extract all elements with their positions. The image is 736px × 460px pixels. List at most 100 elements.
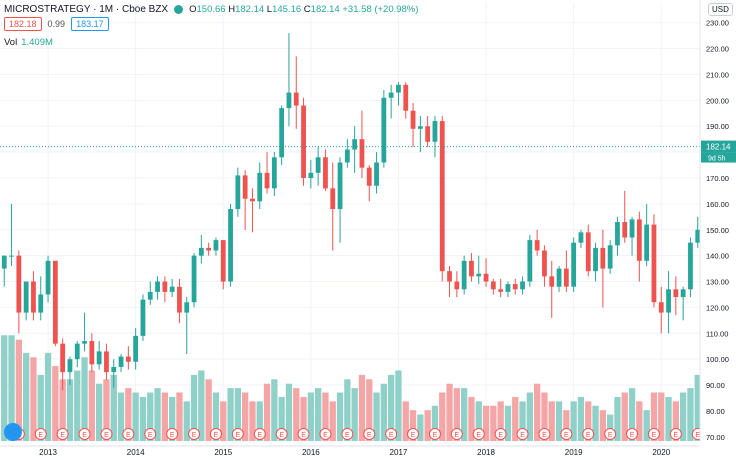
- candle-body: [337, 162, 343, 210]
- time-tick-label: 2019: [565, 448, 583, 457]
- volume-bar: [592, 405, 599, 441]
- earnings-marker-icon[interactable]: [56, 428, 69, 440]
- candle-body: [381, 97, 387, 163]
- earnings-marker-label: E: [695, 432, 700, 439]
- earnings-marker-icon[interactable]: [516, 428, 529, 440]
- candle-body: [330, 188, 336, 210]
- bid-price-button[interactable]: 182.18: [4, 17, 42, 31]
- volume-bar: [344, 379, 351, 441]
- candle-body: [279, 108, 285, 158]
- candle-body: [191, 255, 197, 303]
- volume-bar: [125, 388, 132, 441]
- candle-body: [432, 121, 438, 142]
- earnings-markers[interactable]: EEEEEEEEEEEEEEEEEEEEEEEEEEEEEEEEE: [12, 428, 726, 440]
- earnings-marker-icon[interactable]: [604, 428, 617, 440]
- candle-body: [359, 139, 365, 168]
- tradingview-logo-icon[interactable]: [4, 423, 22, 441]
- earnings-marker-icon[interactable]: [231, 428, 244, 440]
- volume-bar: [271, 379, 278, 441]
- candle-body: [556, 268, 562, 287]
- earnings-marker-icon[interactable]: [494, 428, 507, 440]
- candle-body: [505, 284, 511, 292]
- earnings-marker-icon[interactable]: [341, 428, 354, 440]
- low-value: 145.16: [272, 4, 302, 15]
- high-label: H: [228, 4, 236, 15]
- earnings-marker-icon[interactable]: [472, 428, 485, 440]
- price-tick-label: 160.00: [706, 200, 729, 209]
- earnings-marker-icon[interactable]: [122, 428, 135, 440]
- candle-body: [118, 356, 124, 367]
- volume-bar: [431, 405, 439, 441]
- earnings-marker-icon[interactable]: [100, 428, 113, 440]
- earnings-marker-icon[interactable]: [34, 428, 47, 440]
- earnings-marker-icon[interactable]: [385, 428, 398, 440]
- volume-bar: [154, 388, 161, 441]
- candle-body: [396, 84, 401, 93]
- ask-price-button[interactable]: 183.17: [71, 17, 109, 31]
- volume-bar: [555, 401, 563, 441]
- volume-bar: [687, 388, 694, 441]
- candle-body: [461, 260, 467, 290]
- volume-bar: [490, 405, 497, 441]
- volume-bar: [74, 370, 81, 441]
- earnings-marker-icon[interactable]: [275, 428, 288, 440]
- earnings-marker-label: E: [389, 432, 394, 439]
- earnings-marker-icon[interactable]: [560, 428, 573, 440]
- candle-body: [235, 175, 241, 210]
- volume-bar: [548, 401, 555, 441]
- earnings-marker-icon[interactable]: [407, 428, 420, 440]
- time-tick-label: 2013: [39, 448, 57, 457]
- earnings-marker-icon[interactable]: [166, 428, 179, 440]
- earnings-marker-icon[interactable]: [144, 428, 157, 440]
- candle-body: [469, 260, 474, 277]
- candle-body: [673, 289, 679, 298]
- candle-body: [563, 268, 569, 287]
- candle-body: [257, 172, 263, 202]
- time-tick-label: 2020: [652, 448, 670, 457]
- quote-box: 182.18 0.99 183.17: [4, 17, 109, 31]
- volume-bar: [234, 388, 241, 441]
- volume-bar: [88, 370, 95, 441]
- earnings-marker-icon[interactable]: [253, 428, 266, 440]
- candle-body: [264, 172, 270, 189]
- earnings-marker-label: E: [60, 432, 65, 439]
- candle-body: [301, 105, 306, 178]
- volume-value: 1.409M: [21, 37, 53, 48]
- earnings-marker-icon[interactable]: [209, 428, 222, 440]
- volume-bar: [15, 339, 22, 441]
- candle-body: [607, 245, 613, 269]
- volume-bar: [409, 410, 417, 441]
- candle-body: [527, 240, 533, 282]
- earnings-marker-icon[interactable]: [363, 428, 376, 440]
- price-axis[interactable]: 230.00220.00210.00200.00190.00180.00170.…: [699, 0, 736, 460]
- earnings-marker-icon[interactable]: [669, 428, 682, 440]
- earnings-marker-label: E: [542, 432, 547, 439]
- close-label: C: [303, 4, 311, 15]
- candle-body: [133, 335, 139, 362]
- earnings-marker-icon[interactable]: [78, 428, 91, 440]
- volume-bar: [249, 401, 256, 441]
- time-axis[interactable]: 201320142015201620172018201920202021: [0, 445, 736, 457]
- candle-body: [512, 284, 518, 290]
- currency-button[interactable]: USD: [708, 3, 733, 16]
- volume-bar: [504, 405, 512, 441]
- symbol-title[interactable]: MICROSTRATEGY · 1M · Cboe BZX: [4, 4, 169, 15]
- earnings-marker-icon[interactable]: [319, 428, 332, 440]
- visibility-icon[interactable]: [174, 5, 184, 14]
- earnings-marker-icon[interactable]: [450, 428, 463, 440]
- earnings-marker-icon[interactable]: [297, 428, 310, 440]
- spread-value: 0.99: [47, 19, 66, 29]
- volume-bar: [329, 401, 336, 441]
- earnings-marker-icon[interactable]: [188, 428, 201, 440]
- price-tick-label: 220.00: [706, 45, 729, 54]
- earnings-marker-icon[interactable]: [647, 428, 660, 440]
- earnings-marker-icon[interactable]: [582, 428, 595, 440]
- earnings-marker-icon[interactable]: [626, 428, 639, 440]
- volume-bar: [147, 392, 154, 441]
- earnings-marker-icon[interactable]: [428, 428, 441, 440]
- candle-body: [410, 110, 416, 129]
- earnings-marker-icon[interactable]: [538, 428, 551, 440]
- candle-body: [520, 281, 525, 290]
- volume-bar: [96, 383, 103, 441]
